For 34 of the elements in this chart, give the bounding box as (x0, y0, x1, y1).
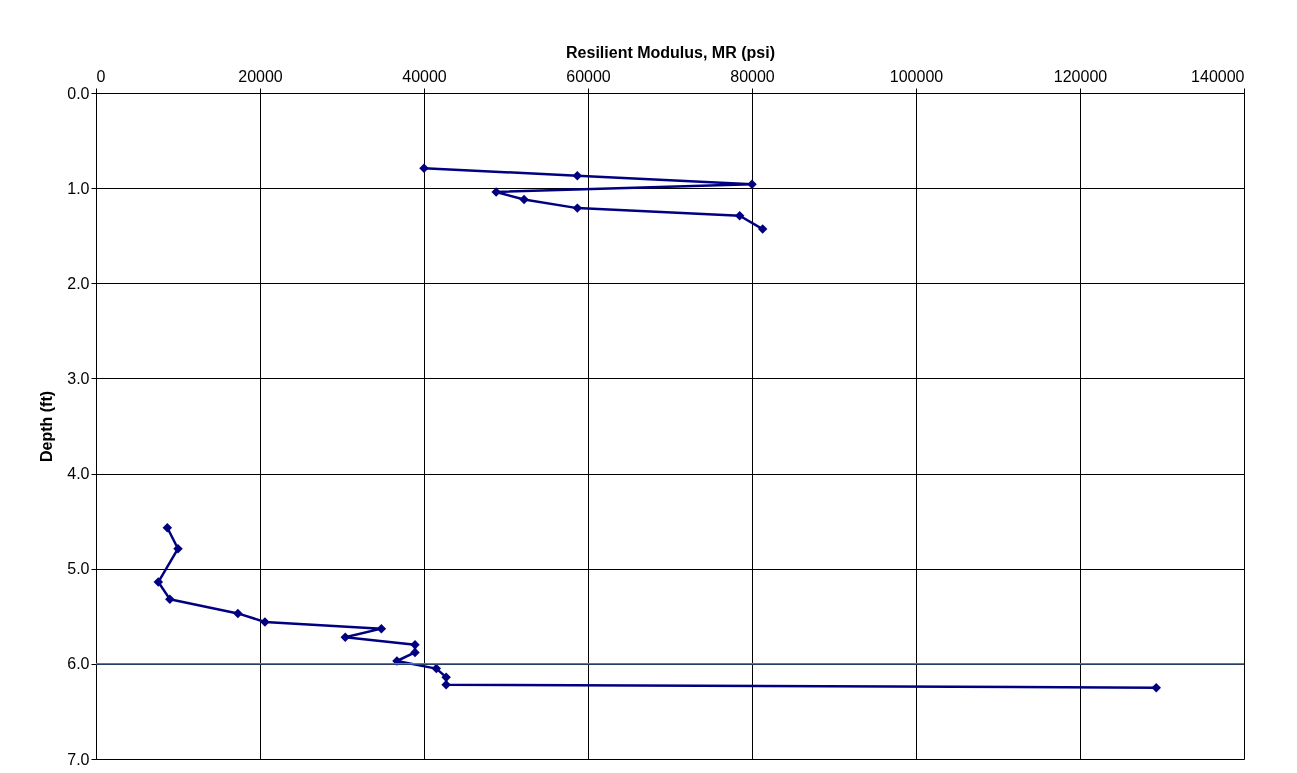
point (376, 623, 387, 634)
point (410, 647, 420, 658)
point (173, 543, 183, 554)
y-tick-label: 0.0 (67, 84, 90, 102)
y-tick-label: 5.0 (67, 560, 90, 578)
y-tick-label: 7.0 (67, 750, 90, 768)
y-tick-label: 6.0 (67, 655, 90, 673)
point (431, 663, 442, 674)
y-tick-label: 4.0 (67, 465, 90, 483)
point (572, 171, 583, 181)
x-tick-label: 120000 (1053, 67, 1108, 85)
point (165, 594, 175, 604)
point (441, 680, 451, 690)
y-tick-label: 3.0 (67, 369, 90, 387)
x-tick-label: 140000 (1191, 67, 1245, 85)
x-tick-label: 80000 (730, 67, 775, 85)
x-tick-label: 40000 (402, 67, 447, 85)
point (153, 577, 164, 587)
y-tick-label: 1.0 (67, 179, 90, 197)
point (757, 224, 768, 234)
point (734, 210, 745, 221)
y-tick-label: 2.0 (67, 274, 90, 292)
x-axis-title: Resilient Modulus, MR (psi) (566, 43, 775, 61)
point (162, 523, 173, 533)
y-axis-title: Depth (ft) (38, 390, 56, 463)
point (747, 179, 757, 190)
point (441, 672, 451, 682)
point (1151, 682, 1161, 693)
point (519, 194, 529, 205)
x-tick-label: 0 (96, 67, 106, 85)
point (233, 608, 243, 619)
x-tick-label: 60000 (566, 67, 611, 85)
x-tick-label: 20000 (238, 67, 283, 85)
x-tick-label: 100000 (889, 67, 944, 85)
